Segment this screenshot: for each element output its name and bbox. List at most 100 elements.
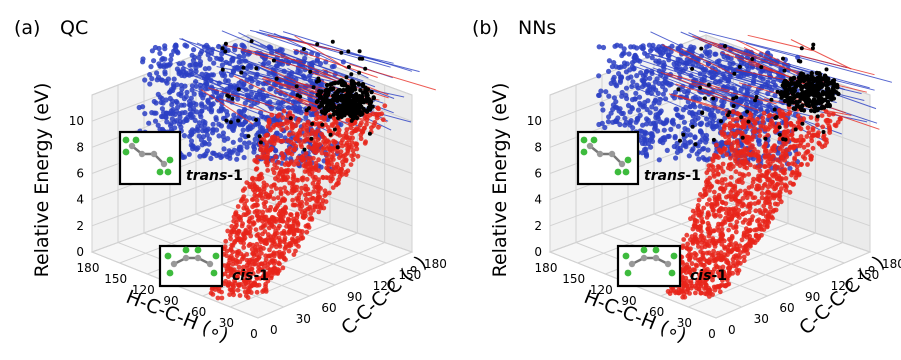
black-point xyxy=(349,82,354,87)
blue-point xyxy=(231,112,237,118)
blue-point xyxy=(662,87,668,93)
red-point xyxy=(228,236,234,242)
z-tick-label: 8 xyxy=(76,140,84,154)
black-point xyxy=(699,46,704,51)
red-point xyxy=(276,112,282,118)
red-point xyxy=(826,112,832,118)
black-point xyxy=(706,82,711,87)
blue-point xyxy=(204,128,210,134)
black-point xyxy=(368,100,374,105)
blue-point xyxy=(236,59,242,65)
black-point xyxy=(358,88,363,93)
red-point xyxy=(792,155,797,161)
black-point xyxy=(302,47,306,51)
blue-point xyxy=(190,105,197,112)
x-tick-label: 60 xyxy=(191,305,206,319)
red-point xyxy=(238,217,244,223)
blue-point xyxy=(666,133,672,139)
blue-point xyxy=(721,99,727,105)
red-point xyxy=(744,229,750,235)
red-point xyxy=(720,180,725,186)
red-point xyxy=(345,117,351,123)
blue-trace xyxy=(217,44,309,94)
red-point xyxy=(315,191,321,196)
red-point xyxy=(301,122,307,128)
red-point xyxy=(720,169,726,175)
red-point xyxy=(350,157,356,163)
red-point xyxy=(278,121,284,127)
black-point xyxy=(236,118,241,123)
blue-point xyxy=(180,60,186,66)
blue-point xyxy=(210,127,216,133)
red-point xyxy=(732,196,738,202)
y-tick-label: 30 xyxy=(754,312,769,326)
red-point xyxy=(758,224,764,229)
red-point xyxy=(733,205,739,211)
red-point xyxy=(264,182,270,188)
red-point xyxy=(741,150,746,155)
red-point xyxy=(692,217,698,223)
blue-point xyxy=(149,76,155,82)
blue-point xyxy=(599,101,605,107)
blue-point xyxy=(640,122,646,128)
blue-point xyxy=(163,114,169,120)
blue-point xyxy=(206,106,212,112)
red-point xyxy=(698,225,703,231)
red-point xyxy=(278,190,284,196)
blue-point xyxy=(200,118,206,124)
red-point xyxy=(720,200,726,206)
red-point xyxy=(277,244,283,249)
red-point xyxy=(250,251,256,256)
black-point xyxy=(320,122,325,127)
blue-point xyxy=(194,109,200,115)
red-point xyxy=(668,288,674,294)
red-point xyxy=(811,133,816,138)
black-point xyxy=(346,65,351,69)
x-tick-label: 0 xyxy=(250,327,258,341)
red-point xyxy=(720,232,725,238)
red-point xyxy=(241,245,247,250)
blue-point xyxy=(172,125,178,131)
red-trace xyxy=(200,89,254,125)
red-point xyxy=(688,246,693,252)
red-point xyxy=(727,265,732,271)
fluorine-atom xyxy=(194,246,202,254)
x-tick-label: 180 xyxy=(77,261,100,275)
red-point xyxy=(376,111,382,117)
red-point xyxy=(229,224,235,229)
red-point xyxy=(774,157,780,163)
red-point xyxy=(263,147,269,152)
red-point xyxy=(728,189,734,195)
red-point xyxy=(722,146,728,152)
blue-point xyxy=(246,63,252,69)
carbon-atom xyxy=(586,142,594,150)
black-point xyxy=(824,67,829,72)
red-point xyxy=(729,247,735,253)
red-point xyxy=(768,205,773,210)
black-point xyxy=(815,77,821,83)
red-point xyxy=(259,175,265,181)
red-trace xyxy=(241,49,332,77)
red-point xyxy=(270,158,275,163)
blue-point xyxy=(197,59,204,65)
red-point xyxy=(349,130,355,136)
blue-point xyxy=(649,104,655,110)
blue-point xyxy=(162,71,168,77)
fluorine-atom xyxy=(164,168,172,176)
red-point xyxy=(274,165,280,171)
blue-point xyxy=(620,110,626,116)
carbon-atom xyxy=(608,150,616,158)
trans-label: trans-1 xyxy=(186,168,243,184)
blue-point xyxy=(609,64,616,70)
blue-point xyxy=(622,115,628,121)
blue-point xyxy=(647,75,653,81)
trans-molecule-inset xyxy=(118,130,182,186)
blue-point xyxy=(338,122,344,128)
black-point xyxy=(346,49,351,54)
red-point xyxy=(788,180,793,186)
blue-point xyxy=(643,152,650,158)
red-point xyxy=(722,283,727,289)
red-point xyxy=(284,224,289,229)
black-point xyxy=(808,91,813,96)
blue-point xyxy=(634,45,640,51)
